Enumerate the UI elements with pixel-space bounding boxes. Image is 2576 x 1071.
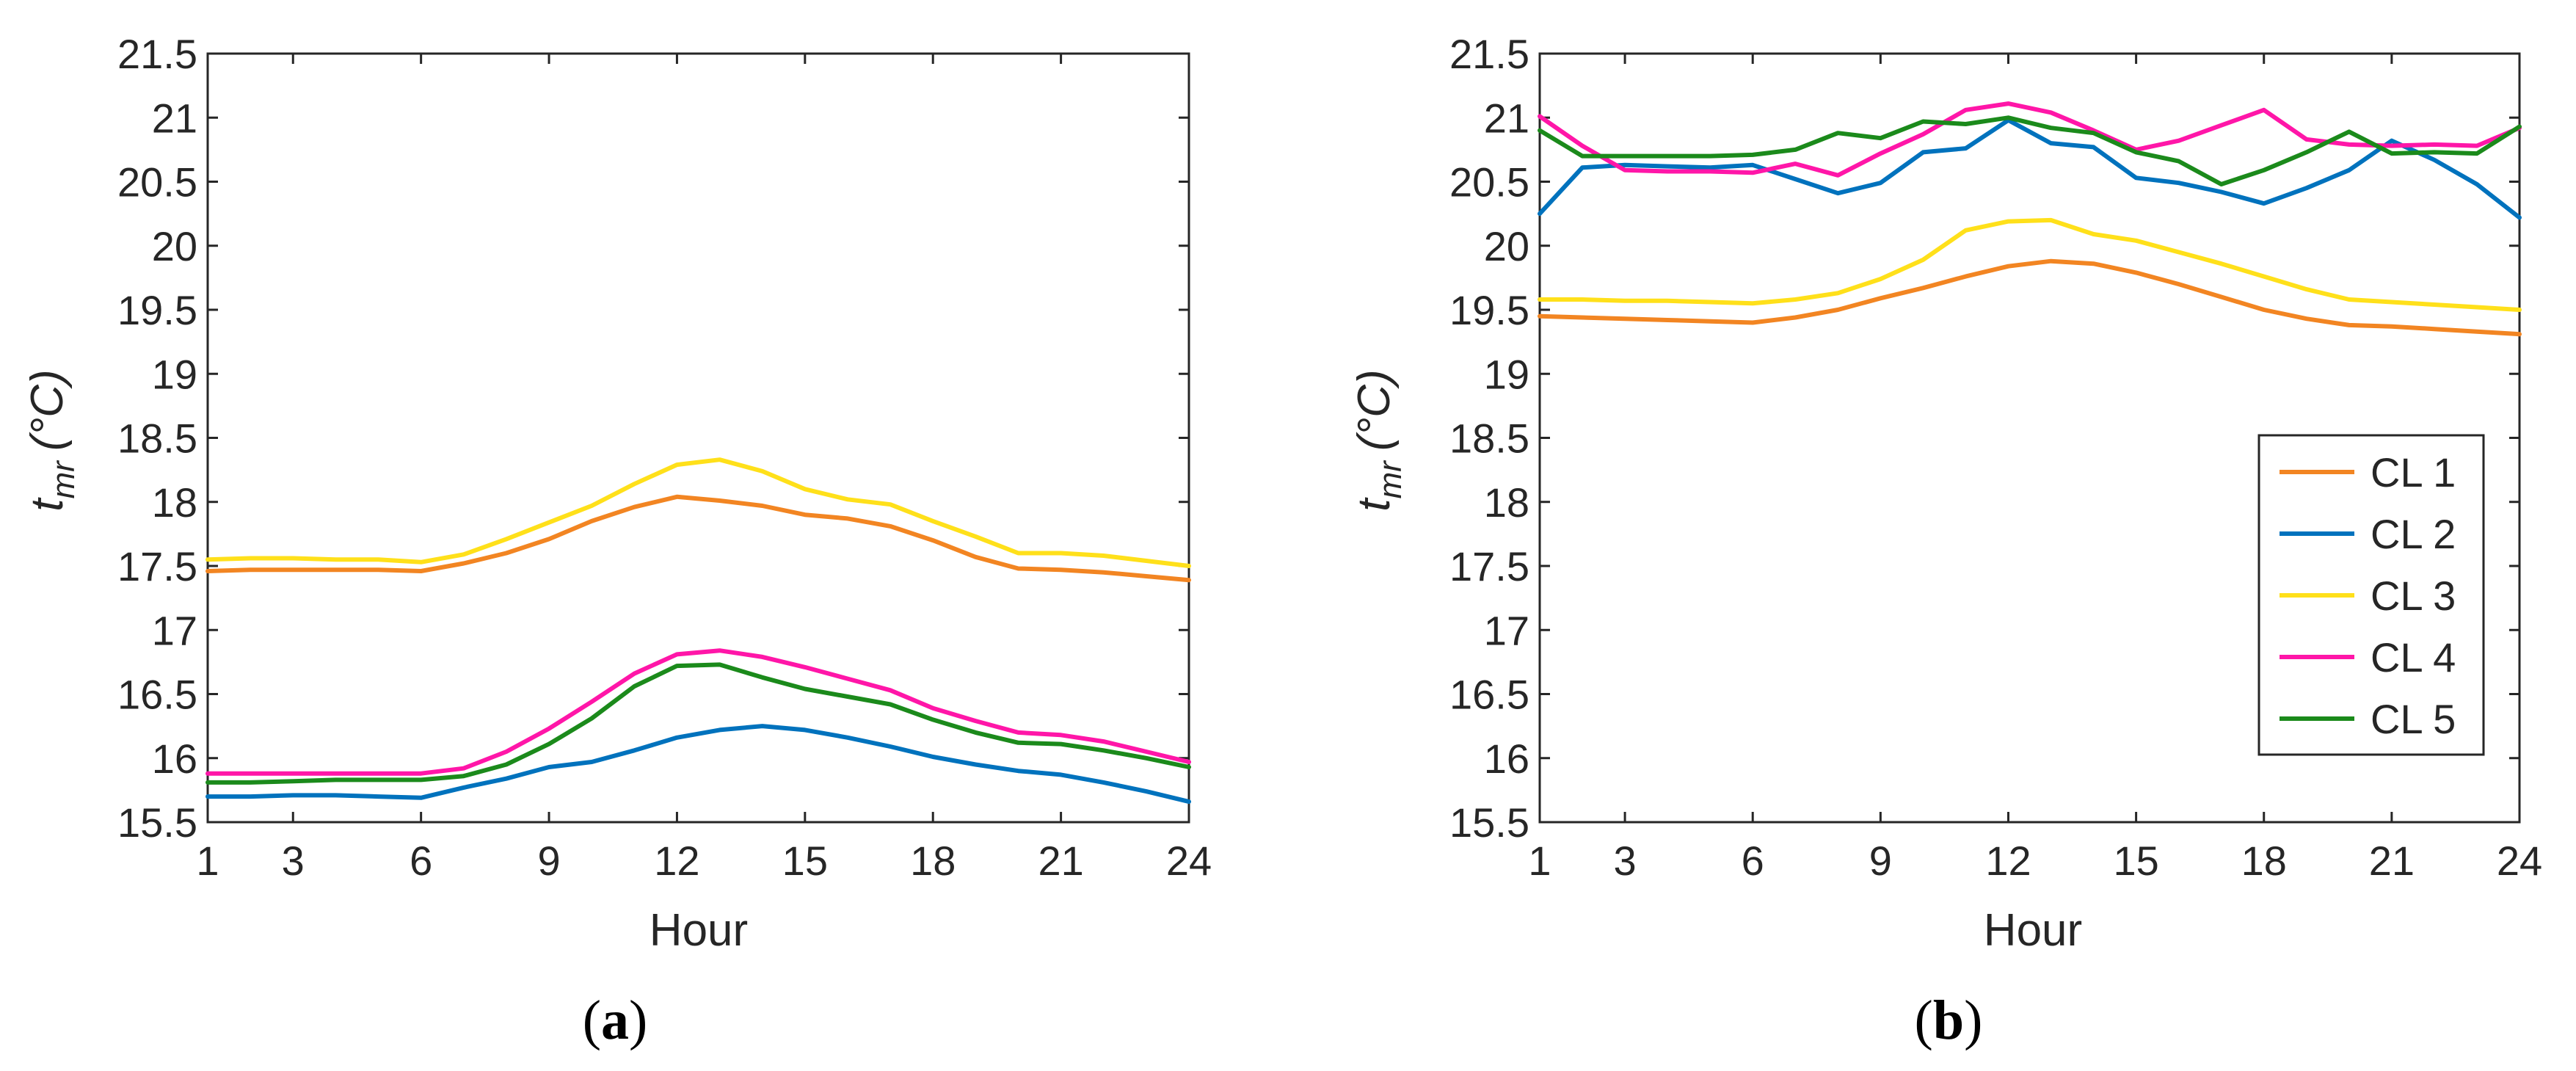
series-line-cl-4	[205, 648, 1191, 776]
y-tick-label: 18	[152, 479, 197, 526]
legend-label-cl-5: CL 5	[2371, 696, 2456, 742]
legend-label-cl-1: CL 1	[2371, 449, 2456, 495]
y-tick-label: 17	[152, 607, 197, 653]
x-tick-label: 18	[910, 838, 956, 884]
x-tick-label: 9	[537, 838, 560, 884]
legend-label-cl-3: CL 3	[2371, 573, 2456, 619]
panel-label-close-paren: )	[1964, 990, 1982, 1051]
legend: CL 1 CL 2 CL 3 CL 4 CL 5	[2257, 434, 2485, 756]
x-tick-label: 1	[196, 838, 219, 884]
y-tick-label: 19.5	[1449, 287, 1529, 333]
y-axis-title-subscript: mr	[46, 460, 81, 499]
plot-area	[206, 52, 1190, 824]
x-tick-label: 15	[782, 838, 828, 884]
panel-label-close-paren: )	[629, 990, 647, 1051]
series-line-cl-2	[205, 724, 1191, 805]
y-tick-label: 19	[1484, 351, 1529, 397]
series-line-cl-3	[205, 457, 1191, 568]
y-tick-label: 16	[152, 736, 197, 782]
x-tick-label: 3	[282, 838, 305, 884]
y-tick-label: 16.5	[117, 672, 197, 718]
series-line-cl-4	[1538, 101, 2522, 178]
y-tick-label: 21.5	[117, 31, 197, 77]
x-tick-label: 15	[2113, 838, 2158, 884]
y-tick-label: 15.5	[117, 799, 197, 846]
x-tick-label: 6	[410, 838, 432, 884]
y-axis-title-unit: (°C)	[22, 369, 73, 451]
y-tick-label: 18	[1484, 479, 1529, 526]
x-tick-label: 24	[2497, 838, 2542, 884]
y-tick-label: 18.5	[1449, 415, 1529, 462]
y-tick-label: 20.5	[1449, 159, 1529, 206]
y-tick-label: 17.5	[117, 543, 197, 589]
panel-label: (a)	[583, 990, 648, 1051]
series-line-cl-5	[1538, 115, 2522, 186]
x-tick-label: 18	[2241, 838, 2287, 884]
chart-panel-a: 15.51616.51717.51818.51919.52020.52121.5…	[22, 31, 1212, 1051]
x-tick-label: 12	[1985, 838, 2031, 884]
y-axis-title-unit: (°C)	[1349, 369, 1400, 451]
series-line-cl-2	[1538, 117, 2522, 220]
chart-panel-b: 15.51616.51717.51818.51919.52020.52121.5…	[1349, 31, 2542, 1051]
x-tick-label: 21	[2369, 838, 2415, 884]
x-tick-label: 21	[1038, 838, 1083, 884]
x-tick-label: 9	[1869, 838, 1892, 884]
y-axis-title-base: t	[22, 497, 73, 512]
series-line-cl-1	[205, 494, 1191, 583]
series-line-cl-5	[205, 662, 1191, 785]
y-tick-label: 16	[1484, 736, 1529, 782]
x-tick-label: 1	[1528, 838, 1551, 884]
y-tick-label: 19	[152, 351, 197, 397]
series-line-cl-1	[1538, 258, 2522, 337]
legend-label-cl-2: CL 2	[2371, 511, 2456, 557]
y-tick-label: 17	[1484, 607, 1529, 653]
y-tick-label: 18.5	[117, 415, 197, 462]
y-axis-title-base: t	[1349, 497, 1400, 512]
x-tick-label: 3	[1614, 838, 1637, 884]
y-tick-label: 15.5	[1449, 799, 1529, 846]
series-line-cl-3	[1538, 217, 2522, 312]
x-axis-title: Hour	[1984, 905, 2082, 956]
y-tick-label: 21	[1484, 95, 1529, 141]
panel-label-open-paren: (	[1915, 990, 1933, 1051]
panel-label-letter: a	[601, 990, 629, 1051]
y-tick-label: 20	[152, 223, 197, 269]
panel-label-open-paren: (	[583, 990, 601, 1051]
y-tick-label: 16.5	[1449, 672, 1529, 718]
y-axis-title: tmr (°C)	[22, 369, 81, 511]
y-tick-label: 21	[152, 95, 197, 141]
legend-label-cl-4: CL 4	[2371, 634, 2456, 680]
x-axis-title: Hour	[650, 905, 748, 956]
y-tick-label: 20.5	[117, 159, 197, 206]
y-tick-label: 20	[1484, 223, 1529, 269]
y-tick-label: 21.5	[1449, 31, 1529, 77]
panel-label-letter: b	[1933, 990, 1964, 1051]
y-axis-title: tmr (°C)	[1349, 369, 1408, 511]
x-tick-label: 12	[654, 838, 699, 884]
panel-label: (b)	[1915, 990, 1983, 1051]
y-tick-label: 19.5	[117, 287, 197, 333]
x-tick-label: 24	[1166, 838, 1212, 884]
y-tick-label: 17.5	[1449, 543, 1529, 589]
x-tick-label: 6	[1742, 838, 1764, 884]
y-axis-title-subscript: mr	[1372, 460, 1408, 499]
